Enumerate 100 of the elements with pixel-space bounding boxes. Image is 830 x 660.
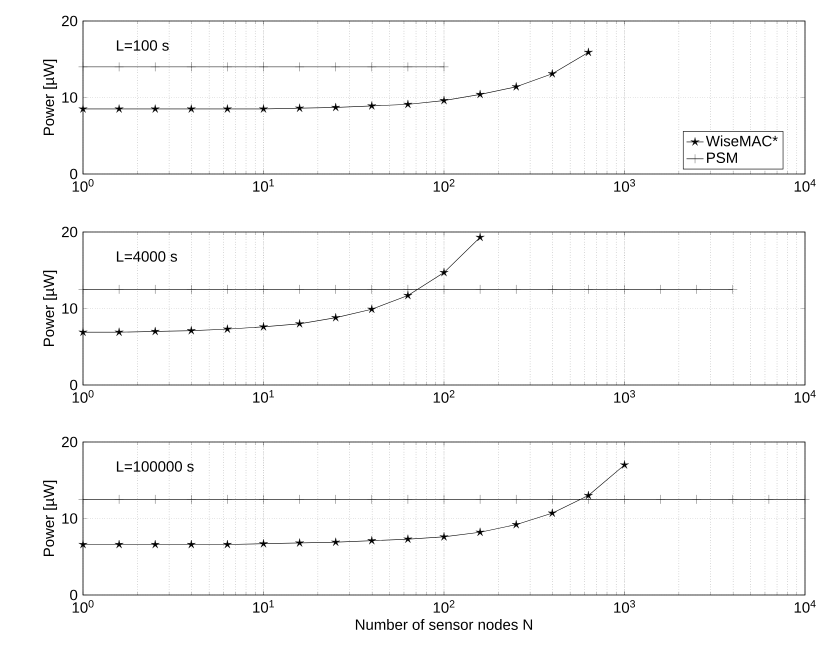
legend-label: PSM bbox=[707, 152, 737, 164]
point bbox=[403, 62, 413, 72]
point bbox=[403, 534, 412, 543]
x-tick-label: 10$^{4}$ bbox=[794, 390, 816, 403]
point bbox=[331, 494, 340, 504]
point bbox=[259, 539, 268, 548]
point bbox=[512, 520, 521, 528]
y-tick-label: 0 bbox=[70, 380, 78, 390]
point bbox=[692, 494, 702, 504]
point bbox=[150, 62, 160, 72]
point bbox=[222, 104, 232, 113]
point bbox=[186, 284, 196, 294]
point bbox=[728, 284, 738, 294]
point bbox=[476, 528, 485, 536]
point bbox=[295, 104, 304, 112]
x-tick-label: 10$^{3}$ bbox=[614, 600, 636, 613]
point bbox=[150, 326, 160, 336]
point bbox=[150, 494, 160, 504]
y-tick-label: 0 bbox=[70, 590, 78, 600]
x-tick-label: 10$^{1}$ bbox=[253, 179, 274, 192]
y-tick-label: 10 bbox=[62, 513, 78, 524]
point bbox=[222, 62, 232, 72]
point bbox=[656, 284, 666, 294]
point bbox=[764, 494, 774, 504]
point bbox=[620, 460, 629, 469]
y-tick-label: 10 bbox=[62, 303, 78, 314]
point bbox=[584, 48, 593, 56]
y-axis-title: Power [µW] bbox=[43, 60, 58, 136]
point bbox=[367, 536, 376, 544]
x-tick-label: 10$^{2}$ bbox=[434, 600, 454, 613]
point bbox=[440, 268, 448, 276]
point bbox=[78, 62, 88, 72]
point bbox=[440, 532, 448, 541]
point bbox=[620, 494, 630, 504]
point bbox=[78, 494, 88, 504]
point bbox=[295, 319, 304, 328]
point bbox=[222, 324, 232, 333]
point bbox=[222, 540, 232, 548]
point bbox=[403, 290, 412, 300]
point bbox=[475, 494, 485, 504]
point bbox=[114, 62, 124, 72]
point bbox=[367, 101, 376, 110]
point bbox=[258, 494, 268, 504]
point bbox=[367, 304, 376, 314]
point bbox=[440, 96, 448, 104]
annotation: L=100000 s bbox=[116, 461, 194, 472]
point bbox=[692, 284, 702, 294]
point bbox=[259, 104, 268, 113]
point bbox=[186, 104, 196, 113]
point bbox=[331, 538, 340, 546]
point bbox=[114, 104, 124, 113]
point bbox=[367, 284, 376, 294]
point bbox=[728, 494, 738, 504]
point bbox=[331, 284, 340, 294]
point bbox=[78, 328, 88, 336]
point bbox=[476, 232, 485, 242]
point bbox=[512, 494, 521, 504]
point bbox=[367, 62, 376, 72]
point bbox=[186, 326, 196, 334]
point bbox=[295, 538, 304, 547]
point bbox=[800, 494, 810, 504]
point bbox=[259, 322, 268, 331]
y-tick-label: 0 bbox=[70, 168, 78, 180]
y-tick-label: 20 bbox=[62, 436, 78, 448]
point bbox=[222, 494, 232, 504]
point bbox=[150, 540, 160, 548]
point bbox=[186, 540, 196, 548]
x-axis-title: Number of sensor nodes N bbox=[356, 618, 532, 630]
point bbox=[656, 494, 666, 504]
y-tick-label: 20 bbox=[62, 16, 78, 26]
point bbox=[548, 508, 557, 517]
point bbox=[439, 494, 449, 504]
annotation: L=100 s bbox=[116, 40, 169, 51]
point bbox=[258, 62, 268, 72]
point bbox=[294, 284, 304, 294]
point bbox=[114, 540, 124, 548]
annotation: L=4000 s bbox=[116, 251, 178, 262]
point bbox=[548, 69, 557, 78]
point bbox=[584, 284, 594, 294]
point bbox=[294, 494, 304, 504]
point bbox=[114, 494, 124, 504]
point bbox=[150, 104, 160, 113]
point bbox=[222, 284, 232, 294]
point bbox=[186, 62, 196, 72]
point bbox=[439, 62, 449, 72]
x-tick-label: 10$^{0}$ bbox=[72, 390, 94, 403]
point bbox=[403, 100, 412, 108]
point bbox=[150, 284, 160, 294]
y-tick-label: 10 bbox=[62, 92, 78, 103]
y-axis-title: Power [µW] bbox=[43, 480, 58, 556]
point bbox=[78, 540, 88, 548]
point bbox=[186, 494, 196, 504]
point bbox=[476, 90, 485, 98]
point bbox=[331, 313, 340, 322]
x-tick-label: 10$^{1}$ bbox=[253, 390, 274, 403]
y-tick-label: 20 bbox=[62, 226, 78, 238]
point bbox=[294, 62, 304, 72]
point bbox=[439, 284, 449, 294]
point bbox=[78, 104, 88, 113]
point bbox=[331, 62, 340, 72]
